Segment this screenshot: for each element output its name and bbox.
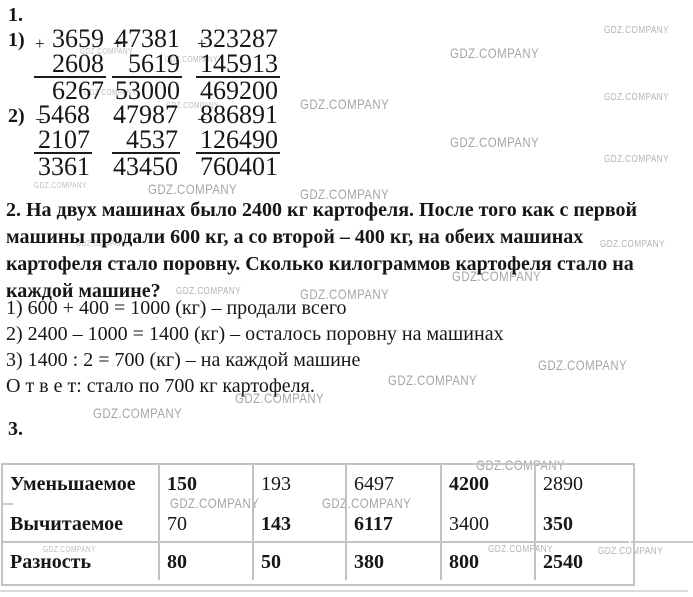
minus-sign: − bbox=[35, 110, 45, 129]
watermark: GDZ.COMPANY bbox=[450, 45, 540, 61]
watermark: GDZ.COMPANY bbox=[165, 55, 218, 64]
math-result: 469200 bbox=[200, 76, 278, 105]
answer-line: О т в е т: стало по 700 кг картофеля. bbox=[6, 375, 315, 397]
watermark: GDZ.COMPANY bbox=[148, 181, 238, 197]
table-border-extension bbox=[631, 541, 693, 543]
plus-sign: + bbox=[197, 34, 207, 53]
math-top-number: 47987 bbox=[113, 100, 178, 129]
watermark: GDZ.COMPANY bbox=[450, 134, 540, 150]
table-cell: 2540 bbox=[543, 551, 583, 573]
math-top-number: 3659 bbox=[52, 24, 104, 53]
solution: 1) 600 + 400 = 1000 (кг) – продали всего… bbox=[6, 295, 693, 399]
watermark: GDZ.COMPANY bbox=[170, 495, 260, 511]
watermark: GDZ.COMPANY bbox=[80, 47, 133, 56]
math-problem: − 5468 2107 3361 bbox=[34, 100, 92, 181]
minus-sign: − bbox=[197, 110, 207, 129]
watermark: GDZ.COMPANY bbox=[538, 357, 628, 373]
math-problem: − 886891 126490 760401 bbox=[196, 100, 280, 181]
table-cell: 6497 bbox=[347, 465, 442, 505]
section-1-title: 1. bbox=[8, 4, 23, 26]
table-cell: 80 bbox=[160, 543, 254, 580]
math-result: 760401 bbox=[200, 152, 278, 181]
watermark: GDZ.COMPANY bbox=[43, 545, 96, 554]
solution-step: 3) 1400 : 2 = 700 (кг) – на каждой машин… bbox=[6, 349, 361, 371]
problem-text-line: машины продали 600 кг, а со второй – 400… bbox=[6, 226, 584, 248]
table-cell: 50 bbox=[254, 543, 347, 580]
watermark: GDZ.COMPANY bbox=[76, 239, 129, 248]
table-cell: 143 bbox=[254, 505, 347, 543]
table-row-label: Разность bbox=[3, 543, 160, 580]
table-cell: 2890 bbox=[543, 473, 583, 495]
math-top-number: 5468 bbox=[38, 100, 90, 129]
watermark: GDZ.COMPANY bbox=[488, 544, 553, 555]
math-problem: − 47987 4537 43450 bbox=[112, 100, 180, 181]
math-top-number: 886891 bbox=[200, 100, 278, 129]
math-top-number: 47381 bbox=[115, 24, 180, 53]
table-cell: 150 bbox=[160, 465, 254, 505]
math-bottom-number: 2107 bbox=[34, 127, 92, 154]
solution-step: 2) 2400 – 1000 = 1400 (кг) – осталось по… bbox=[6, 323, 504, 345]
watermark: GDZ.COMPANY bbox=[604, 154, 669, 165]
watermark: GDZ.COMPANY bbox=[34, 181, 87, 190]
watermark: GDZ.COMPANY bbox=[598, 546, 663, 557]
watermark: GDZ.COMPANY bbox=[93, 405, 183, 421]
watermark: GDZ.COMPANY bbox=[300, 186, 390, 202]
table-row-label: Вычитаемое bbox=[3, 505, 160, 543]
table-row-label: Уменьшаемое bbox=[3, 465, 160, 505]
watermark: GDZ.COMPANY bbox=[388, 372, 478, 388]
watermark: GDZ.COMPANY bbox=[452, 268, 542, 284]
minus-sign: − bbox=[113, 110, 123, 129]
table-cell: 70 bbox=[160, 505, 254, 543]
math-bottom-number: 126490 bbox=[196, 127, 280, 154]
math-problem: + 47381 5619 53000 bbox=[112, 24, 182, 105]
table-border-stub bbox=[1, 503, 13, 505]
watermark: GDZ.COMPANY bbox=[604, 92, 669, 103]
math-top-number: 323287 bbox=[200, 24, 278, 53]
math-result: 53000 bbox=[115, 76, 180, 105]
watermark: GDZ.COMPANY bbox=[166, 101, 219, 110]
problem-text-line: картофеля стало поровну. Сколько килогра… bbox=[6, 253, 634, 275]
table-cell: 350 bbox=[536, 505, 629, 543]
table-cell: 3400 bbox=[442, 505, 536, 543]
math-result: 43450 bbox=[113, 152, 178, 181]
section-3-title: 3. bbox=[8, 418, 23, 440]
table-cell: 380 bbox=[347, 543, 442, 580]
math-problem: + 3659 2608 6267 bbox=[34, 24, 106, 105]
watermark: GDZ.COMPANY bbox=[300, 286, 390, 302]
watermark: GDZ.COMPANY bbox=[476, 457, 566, 473]
table-cell: 800 bbox=[442, 543, 536, 580]
watermark: GDZ.COMPANY bbox=[322, 495, 412, 511]
watermark: GDZ.COMPANY bbox=[235, 390, 325, 406]
watermark: GDZ.COMPANY bbox=[176, 286, 241, 297]
watermark: GDZ.COMPANY bbox=[604, 25, 669, 36]
plus-sign: + bbox=[113, 34, 123, 53]
plus-sign: + bbox=[35, 34, 45, 53]
table-cell: 193 bbox=[254, 465, 347, 505]
math-result: 6267 bbox=[52, 76, 104, 105]
group-2-label: 2) bbox=[8, 105, 25, 127]
solution-step: 1) 600 + 400 = 1000 (кг) – продали всего bbox=[6, 297, 347, 319]
math-bottom-number: 4537 bbox=[112, 127, 180, 154]
problem-text-line: каждой машине? bbox=[6, 280, 161, 302]
problem-text-line: 2. На двух машинах было 2400 кг картофел… bbox=[6, 199, 638, 221]
math-bottom-number: 5619 bbox=[112, 51, 182, 78]
math-result: 3361 bbox=[38, 152, 90, 181]
watermark: GDZ.COMPANY bbox=[300, 96, 390, 112]
math-bottom-number: 2608 bbox=[34, 51, 106, 78]
group-1-label: 1) bbox=[8, 29, 25, 51]
math-bottom-number: 145913 bbox=[196, 51, 280, 78]
math-problem: + 323287 145913 469200 bbox=[196, 24, 280, 105]
watermark: GDZ.COMPANY bbox=[600, 239, 665, 250]
word-problem: 2. На двух машинах было 2400 кг картофел… bbox=[6, 197, 693, 305]
table-cell: 6117 bbox=[347, 505, 442, 543]
subtraction-table: Уменьшаемое 150 193 6497 4200 2890 Вычит… bbox=[1, 463, 635, 586]
table-next-row-edge bbox=[0, 590, 688, 592]
watermark: GDZ.COMPANY bbox=[84, 88, 137, 97]
table-cell: 4200 bbox=[442, 465, 536, 505]
